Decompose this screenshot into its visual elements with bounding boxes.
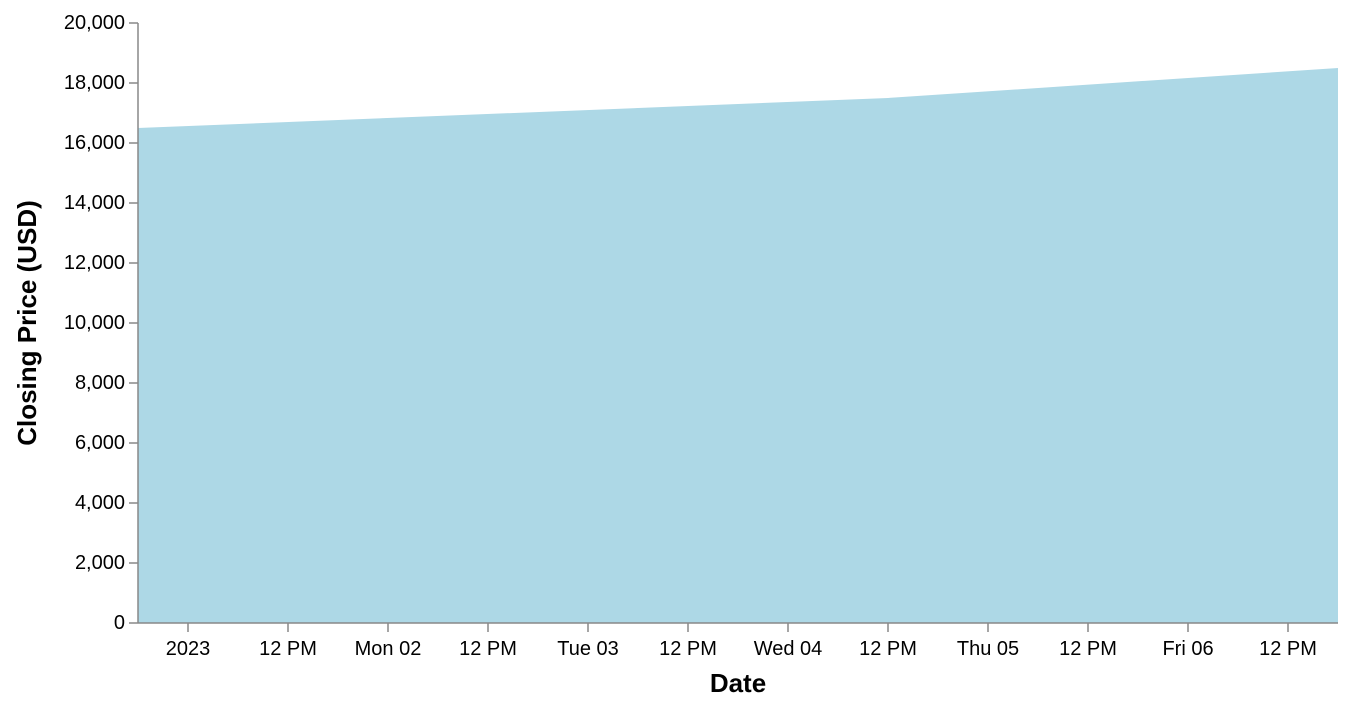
x-tick-label: 12 PM [459,638,517,660]
y-axis: 0 2,000 4,000 6,000 8,000 10,000 12,000 14,000 1… [64,12,139,634]
y-tick-label: 20,000 [64,12,125,34]
x-tick-label: Thu 05 [957,638,1019,660]
y-tick-label: 8,000 [75,372,125,394]
area-series [138,68,1338,623]
x-tick-label: Tue 03 [557,638,619,660]
x-axis-title: Date [710,668,766,698]
x-axis: 2023 12 PM Mon 02 12 PM Tue 03 12 PM Wed 04 12 … [138,622,1338,660]
y-tick-label: 12,000 [64,252,125,274]
y-tick-label: 10,000 [64,312,125,334]
x-tick-label: 12 PM [1259,638,1317,660]
y-tick-label: 16,000 [64,132,125,154]
y-tick-label: 2,000 [75,552,125,574]
x-tick-label: Mon 02 [355,638,422,660]
x-tick-label: 2023 [166,638,211,660]
area-layer [138,68,1338,623]
y-tick-label: 4,000 [75,492,125,514]
x-tick-label: 12 PM [259,638,317,660]
y-tick-label: 6,000 [75,432,125,454]
y-axis-title: Closing Price (USD) [12,200,42,446]
x-tick-label: 12 PM [859,638,917,660]
x-tick-label: 12 PM [1059,638,1117,660]
x-tick-label: Wed 04 [754,638,823,660]
y-tick-label: 0 [114,612,125,634]
x-tick-label: 12 PM [659,638,717,660]
y-tick-label: 14,000 [64,192,125,214]
x-tick-label: Fri 06 [1162,638,1213,660]
y-tick-label: 18,000 [64,72,125,94]
